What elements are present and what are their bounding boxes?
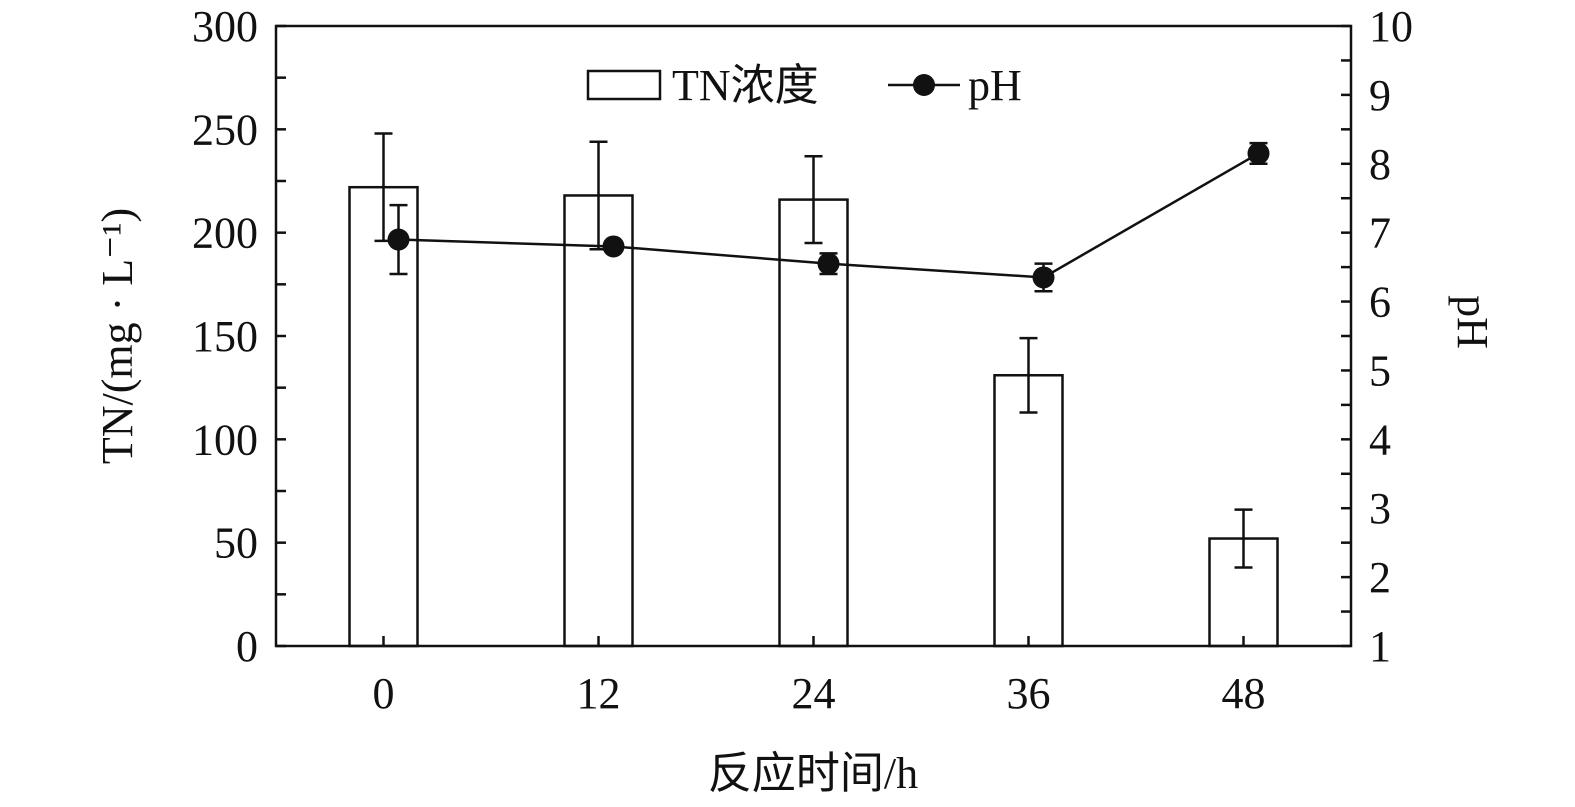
ph-point: [1247, 142, 1270, 165]
y-tick-label: 200: [192, 209, 258, 258]
y2-tick-label: 10: [1369, 2, 1413, 51]
y-tick-label: 300: [192, 2, 258, 51]
y2-tick-label: 3: [1369, 484, 1391, 533]
axis-ticks: [276, 24, 1351, 648]
y2-tick-label: 6: [1369, 278, 1391, 327]
x-tick-label: 0: [373, 669, 395, 718]
ph-point: [602, 235, 625, 258]
x-tick-label: 36: [1007, 669, 1051, 718]
legend-bar-swatch: [586, 69, 662, 101]
y-tick-label: 0: [236, 622, 258, 671]
y-tick-label: 250: [192, 105, 258, 154]
legend: TN浓度 pH: [586, 61, 1022, 110]
legend-line-marker: [913, 74, 935, 96]
x-axis-title: 反应时间/h: [708, 749, 918, 798]
bar: [993, 374, 1064, 648]
y-tick-label: 100: [192, 415, 258, 464]
y2-tick-label: 2: [1369, 553, 1391, 602]
ph-point: [817, 252, 840, 275]
bar: [563, 194, 634, 648]
bar-series: [348, 132, 1279, 648]
legend-line-label: pH: [968, 61, 1022, 110]
y2-tick-label: 4: [1369, 415, 1391, 464]
y2-tick-label: 8: [1369, 140, 1391, 189]
y2-tick-label: 1: [1369, 622, 1391, 671]
y-tick-label: 150: [192, 312, 258, 361]
legend-bar-label: TN浓度: [672, 61, 819, 110]
ph-series: [387, 141, 1270, 293]
y-tick-label: 50: [214, 519, 258, 568]
y2-axis-title: pH: [1448, 295, 1497, 349]
y-axis-title: TN/(mg · L⁻¹): [93, 208, 142, 464]
ph-point: [1032, 266, 1055, 289]
y2-tick-label: 9: [1369, 71, 1391, 120]
x-tick-label: 48: [1222, 669, 1266, 718]
ph-point: [387, 228, 410, 251]
x-tick-label: 12: [577, 669, 621, 718]
y2-tick-label: 7: [1369, 209, 1391, 258]
x-tick-label: 24: [792, 669, 836, 718]
y2-tick-label: 5: [1369, 346, 1391, 395]
bar: [348, 185, 419, 648]
